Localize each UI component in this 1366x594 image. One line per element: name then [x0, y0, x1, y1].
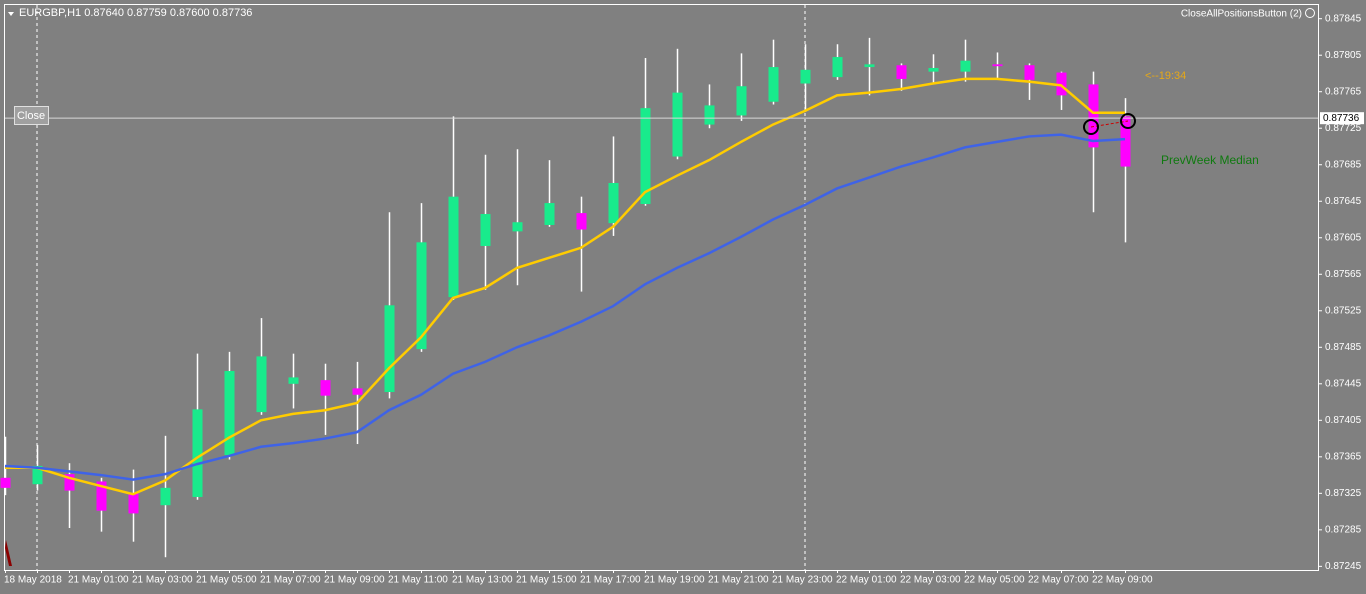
y-tick-label: 0.87525 [1325, 305, 1362, 316]
candle-body [576, 213, 587, 230]
moving-average [5, 77, 1125, 496]
close-button-label[interactable]: Close [17, 110, 45, 122]
candle-body [864, 64, 875, 68]
annotation: PrevWeek Median [1161, 153, 1259, 167]
smiley-icon [1305, 8, 1315, 18]
candle-body [64, 474, 75, 491]
candle-body [800, 69, 811, 84]
candle-body [0, 477, 11, 488]
candle-body [896, 65, 907, 79]
candle-body [352, 388, 363, 395]
x-tick-label: 22 May 05:00 [964, 575, 1025, 586]
x-tick-label: 21 May 13:00 [452, 575, 513, 586]
candle-body [224, 371, 235, 455]
y-tick-label: 0.87405 [1325, 415, 1362, 426]
plot-frame [4, 4, 1319, 571]
y-tick-label: 0.87765 [1325, 86, 1362, 97]
candle-body [544, 203, 555, 225]
price-label-box [1320, 112, 1364, 125]
candle-body [832, 57, 843, 78]
y-tick-label: 0.87725 [1325, 123, 1362, 134]
candle-body [96, 481, 107, 511]
x-tick-label: 21 May 17:00 [580, 575, 641, 586]
y-tick-label: 0.87245 [1325, 561, 1362, 572]
candle-body [480, 214, 491, 246]
x-tick-label: 21 May 01:00 [68, 575, 129, 586]
menu-arrow[interactable] [8, 12, 14, 16]
candle-body [128, 493, 139, 514]
close-button-box[interactable] [14, 106, 49, 125]
candle-body [1120, 116, 1131, 167]
x-tick-label: 22 May 07:00 [1028, 575, 1089, 586]
x-tick-label: 21 May 21:00 [708, 575, 769, 586]
y-tick-label: 0.87805 [1325, 50, 1362, 61]
chart-title: EURGBP,H1 0.87640 0.87759 0.87600 0.8773… [19, 7, 252, 19]
candle-body [32, 465, 43, 485]
candle-body [1088, 84, 1099, 148]
annotation: <--19:34 [1145, 70, 1186, 82]
close-all-button[interactable]: CloseAllPositionsButton (2) [1181, 9, 1302, 20]
x-tick-label: 21 May 03:00 [132, 575, 193, 586]
candle-body [448, 196, 459, 298]
x-tick-label: 21 May 11:00 [388, 575, 448, 586]
close-button[interactable]: Close [14, 106, 49, 125]
y-tick-label: 0.87365 [1325, 451, 1362, 462]
y-tick-label: 0.87485 [1325, 342, 1362, 353]
moving-average [4, 133, 1126, 481]
x-tick-label: 22 May 03:00 [900, 575, 961, 586]
candle-body [256, 356, 267, 413]
candle-body [192, 409, 203, 497]
candle-body [672, 92, 683, 157]
candle-body [1024, 65, 1035, 80]
x-tick-label: 21 May 15:00 [516, 575, 577, 586]
candle-body [768, 67, 779, 102]
x-tick-label: 21 May 05:00 [196, 575, 257, 586]
plot-layer: 0.87245 0.87285 0.87325 0.87365 0.87405 0.874… [0, 13, 1364, 586]
candle-body [992, 64, 1003, 67]
candle-body [736, 86, 747, 116]
candle-body [320, 380, 331, 396]
y-tick-label: 0.87565 [1325, 269, 1362, 280]
candle-body [928, 67, 939, 72]
y-tick-label: 0.87605 [1325, 232, 1362, 243]
x-tick-label: 21 May 09:00 [324, 575, 385, 586]
y-tick-label: 0.87685 [1325, 159, 1362, 170]
x-tick-label: 22 May 01:00 [836, 575, 897, 586]
x-tick-label: 22 May 09:00 [1092, 575, 1153, 586]
trade-marker [1083, 119, 1099, 135]
indicator-fragment [5, 540, 12, 566]
candle-body [160, 487, 171, 506]
candle-body [384, 305, 395, 393]
candle-body [704, 105, 715, 125]
y-tick-label: 0.87445 [1325, 378, 1362, 389]
candle-body [1056, 72, 1067, 96]
y-tick-label: 0.87325 [1325, 488, 1362, 499]
y-tick-label: 0.87285 [1325, 524, 1362, 535]
y-tick-label: 0.87645 [1325, 196, 1362, 207]
candle-body [608, 182, 619, 224]
price-label: 0.87736 [1323, 113, 1360, 124]
x-tick-label: 21 May 07:00 [260, 575, 321, 586]
y-tick-label: 0.87845 [1325, 13, 1362, 24]
candle-body [512, 222, 523, 232]
trade-marker [1120, 113, 1136, 129]
x-tick-label: 21 May 19:00 [644, 575, 705, 586]
candle-body [960, 60, 971, 72]
candle-body [288, 377, 299, 384]
candle-body [416, 242, 427, 350]
x-tick-label: 21 May 23:00 [772, 575, 833, 586]
x-tick-label: 18 May 2018 [4, 575, 62, 586]
candle-body [640, 108, 651, 204]
